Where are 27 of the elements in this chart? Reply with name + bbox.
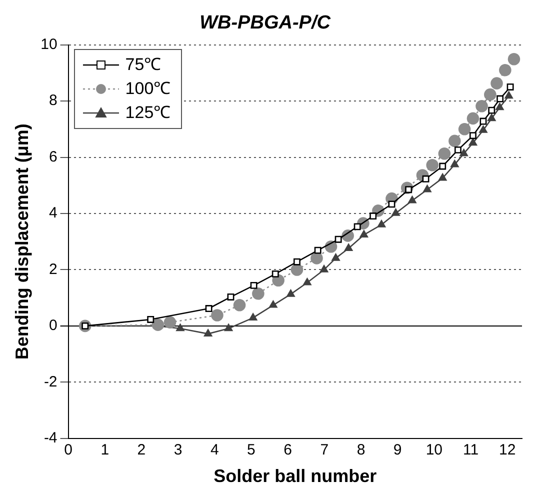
x-tick-label: 4 — [210, 442, 219, 459]
x-tick-label: 5 — [247, 442, 256, 459]
legend-label: 100℃ — [125, 78, 171, 100]
legend-label: 75℃ — [125, 54, 162, 76]
y-tick-label: -4 — [44, 430, 58, 447]
x-tick-label: 3 — [174, 442, 182, 459]
x-tick-label: 6 — [284, 442, 292, 459]
x-axis-title: Solder ball number — [214, 466, 377, 486]
x-tick-label: 8 — [356, 442, 366, 459]
legend-label: 125℃ — [125, 102, 171, 124]
x-tick-label: 12 — [499, 442, 516, 459]
x-tick-label: 2 — [137, 442, 146, 459]
y-tick-label: 10 — [40, 36, 58, 53]
chart-title: WB-PBGA-P/C — [200, 12, 331, 34]
y-tick-label: 2 — [48, 260, 58, 278]
x-tick-label: 11 — [462, 442, 479, 459]
x-tick-label: 9 — [393, 442, 402, 459]
y-tick-label: 6 — [48, 148, 58, 166]
y-tick-label: 0 — [48, 317, 58, 334]
y-tick-label: -2 — [44, 373, 58, 390]
x-tick-label: 7 — [320, 442, 329, 459]
y-tick-label: 4 — [48, 204, 58, 222]
x-tick-label: 1 — [100, 442, 110, 459]
y-tick-label: 8 — [48, 92, 58, 110]
y-axis-title: Bending displacement (μm) — [12, 124, 32, 360]
x-tick-label: 0 — [64, 442, 72, 459]
x-tick-label: 10 — [426, 442, 443, 459]
